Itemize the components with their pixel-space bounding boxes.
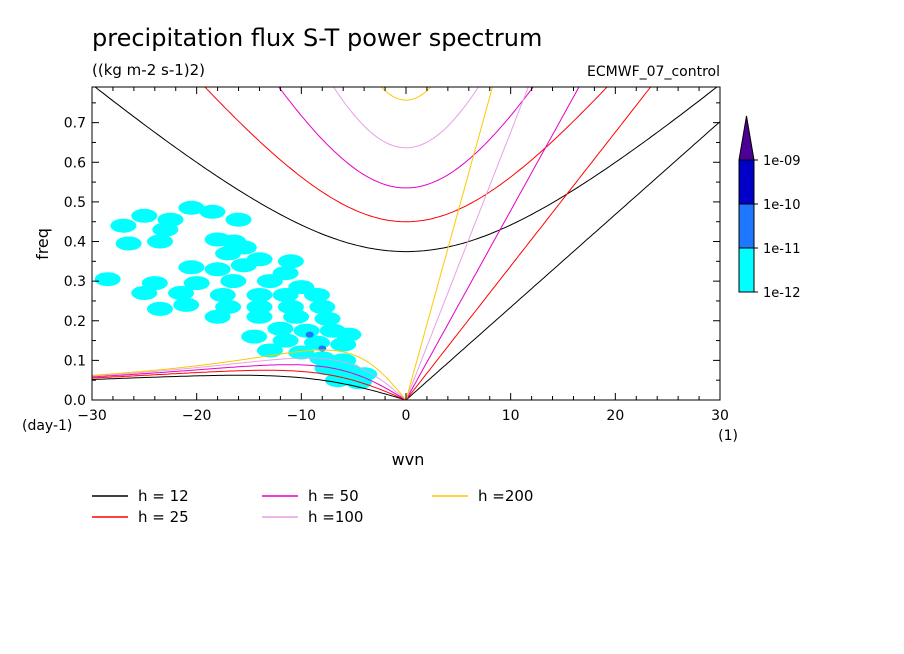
spectrum-region (267, 321, 294, 336)
spectrum-region (305, 331, 314, 338)
spectrum-region (147, 301, 173, 316)
legend-label: h = 50 (308, 487, 359, 505)
dispersion-curves (92, 87, 720, 400)
gravity-curve-1 (204, 87, 608, 223)
spectrum-region (314, 361, 341, 376)
y-axis-ticks: 0.0 0.1 0.2 0.3 0.4 0.5 0.6 0.7 (64, 102, 720, 409)
gravity-curve-4 (380, 87, 432, 101)
gravity-curve-2 (278, 87, 534, 189)
spectrum-region (246, 309, 273, 324)
legend-label: h =100 (308, 508, 363, 526)
kelvin-curve-3 (405, 87, 529, 400)
spectrum-region (178, 200, 205, 215)
y-tick-label: 0.3 (64, 274, 86, 290)
kelvin-curve-0 (405, 121, 720, 400)
spectrum-region (215, 246, 242, 261)
spectrum-region (272, 333, 299, 348)
spectrum-region (131, 286, 158, 300)
spectrum-region (225, 212, 252, 227)
kelvin-curve-2 (405, 87, 580, 400)
spectrum-region (220, 274, 247, 289)
spectrum-region (256, 343, 283, 358)
spectrum-region (204, 309, 231, 324)
legend-label: h = 12 (138, 487, 189, 505)
x-unit-label: (1) (718, 428, 738, 444)
spectrum-region (330, 337, 357, 352)
rossby-curve-4 (92, 349, 407, 400)
spectrum-region (168, 286, 194, 300)
spectrum-region (204, 262, 231, 277)
kelvin-curve-4 (405, 87, 493, 400)
spectrum-region (272, 288, 299, 302)
x-tick-label: −10 (287, 408, 317, 424)
y-tick-label: 0.5 (64, 195, 86, 211)
x-axis-ticks: −30 −20 −10 0 10 20 30 (77, 87, 729, 424)
spectrum-region (304, 288, 330, 302)
colorbar-label: 1e-09 (763, 154, 801, 169)
legend: h = 12 h = 25 h = 50 h =100 h =200 (92, 487, 533, 526)
y-tick-label: 0.6 (64, 155, 86, 171)
spectrum-region (314, 311, 341, 326)
x-tick-label: 30 (711, 408, 729, 424)
y-axis-label: freq (33, 228, 52, 260)
spectrum-region (199, 204, 226, 219)
spectrum-region (246, 288, 273, 302)
spectrum-region (115, 236, 142, 251)
spectrum-region (94, 272, 121, 287)
spectrum-region (209, 288, 236, 302)
spectrum-region (241, 329, 268, 344)
colorbar-label: 1e-11 (763, 242, 801, 257)
spectrum-region (283, 309, 310, 324)
rossby-curve-0 (92, 374, 407, 400)
x-tick-label: 20 (606, 408, 624, 424)
y-unit-label: (day-1) (22, 418, 72, 434)
spectrum-region (110, 218, 137, 233)
rossby-curve-3 (92, 357, 407, 400)
spectrum-region (246, 299, 273, 314)
legend-label: h = 25 (138, 508, 189, 526)
y-tick-label: 0.0 (64, 393, 86, 409)
chart-title: precipitation flux S-T power spectrum (92, 24, 542, 52)
experiment-label: ECMWF_07_control (587, 64, 720, 80)
spectrum-region (230, 258, 257, 273)
rossby-curve-1 (92, 369, 407, 400)
plot-frame (91, 86, 721, 401)
colorbar-label: 1e-10 (763, 198, 801, 213)
spectrum-region (147, 234, 173, 249)
gravity-curve-3 (332, 87, 480, 149)
colorbar-box (738, 159, 755, 205)
kelvin-curve-1 (405, 87, 652, 400)
x-tick-label: −30 (77, 408, 107, 424)
x-tick-label: 10 (502, 408, 520, 424)
rossby-curve-2 (92, 364, 407, 400)
spectrum-region (131, 208, 158, 223)
x-axis-label: wvn (392, 450, 425, 469)
spectrum-region (173, 297, 200, 312)
spectrum-region (152, 222, 179, 237)
spectrum-region (309, 299, 336, 314)
y-tick-label: 0.7 (64, 116, 86, 132)
colorbar-label: 1e-12 (763, 286, 801, 301)
x-tick-label: 0 (402, 408, 411, 424)
colorbar-box (738, 203, 755, 249)
y-tick-label: 0.2 (64, 314, 86, 330)
chart-subtitle: ((kg m-2 s-1)2) (92, 61, 205, 79)
y-tick-label: 0.1 (64, 353, 86, 369)
spectrum-region (178, 260, 205, 275)
gravity-curve-0 (94, 87, 718, 253)
spectrum-region (288, 345, 315, 360)
spectrum-shading (94, 200, 378, 390)
colorbar-box (738, 247, 755, 293)
spectrum-region (183, 276, 210, 291)
spectrum-region (277, 254, 304, 269)
legend-label: h =200 (478, 487, 533, 505)
x-tick-label: −20 (182, 408, 212, 424)
colorbar-arrow (738, 115, 755, 161)
colorbar: 1e-12 1e-11 1e-10 1e-09 (738, 115, 801, 301)
y-tick-label: 0.4 (64, 235, 86, 251)
spectrum-region (256, 274, 283, 289)
